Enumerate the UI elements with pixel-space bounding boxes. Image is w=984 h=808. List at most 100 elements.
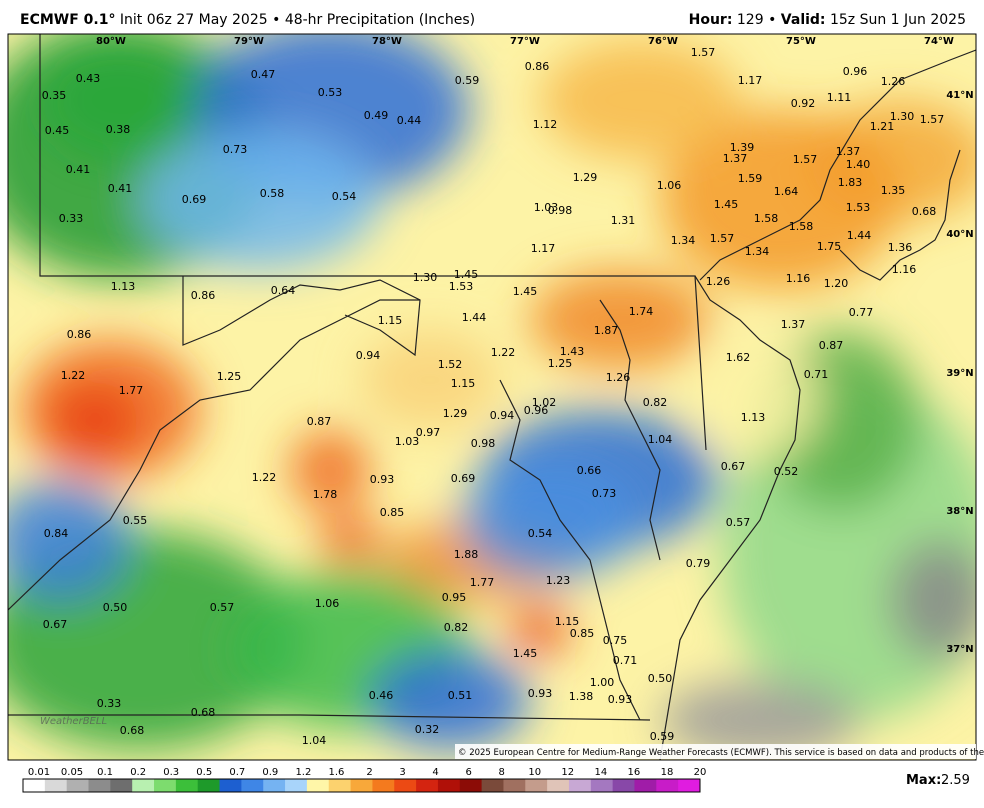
precip-value: 1.16 [786,272,811,285]
colorbar-cell [197,779,221,792]
colorbar-cell [437,779,461,792]
precip-value: 0.87 [819,339,844,352]
precip-value: 0.73 [223,143,248,156]
precip-value: 0.32 [415,723,440,736]
colorbar-cell [590,779,614,792]
precip-value: 0.69 [182,193,207,206]
colorbar-cell [372,779,395,792]
hour: 129 [736,12,764,28]
hour-label: Hour: [688,12,733,28]
precip-value: 0.59 [455,74,480,87]
legend-label: 8 [499,767,505,778]
colorbar-cell [656,779,679,792]
precip-value: 1.45 [714,198,739,211]
precip-value: 0.95 [442,591,467,604]
precip-value: 0.86 [67,328,92,341]
colorbar-cell [547,779,570,792]
precip-value: 0.47 [251,68,276,81]
precip-value: 1.26 [606,371,631,384]
colorbar-cell [132,779,155,792]
precip-value: 1.30 [890,110,915,123]
precip-value: 1.02 [532,396,557,409]
precip-value: 0.77 [849,306,874,319]
colorbar-cell [612,779,635,792]
precip-value: 0.33 [97,697,122,710]
legend-label: 14 [594,767,607,778]
precip-field [8,34,976,760]
precip-value: 0.53 [318,86,343,99]
latitude-label: 37°N [946,644,973,655]
longitude-label: 80°W [96,36,126,47]
precip-value: 1.12 [533,118,558,131]
precip-value: 0.85 [380,506,405,519]
legend-label: 0.9 [262,767,278,778]
precip-value: 1.25 [217,370,242,383]
precip-value: 1.62 [726,351,751,364]
precip-value: 0.87 [307,415,332,428]
precip-value: 0.50 [648,672,673,685]
precip-value: 0.57 [210,601,235,614]
precip-value: 0.79 [686,557,711,570]
max-value: 2.59 [941,773,970,788]
model: ECMWF 0.1° [20,12,116,28]
precip-value: 0.82 [444,621,469,634]
product: 48-hr Precipitation (Inches) [284,12,476,28]
precip-value: 0.58 [260,187,285,200]
colorbar-cell [634,779,657,792]
precip-value: 0.59 [650,730,675,743]
colorbar-frame [22,778,701,793]
legend-label: 18 [661,767,674,778]
precip-value: 0.35 [42,89,67,102]
precip-value: 0.97 [416,426,441,439]
precip-value: 1.16 [892,263,917,276]
colorbar-cell [154,779,177,792]
precip-value: 1.77 [119,384,144,397]
precip-value: 0.86 [525,60,550,73]
precip-value: 0.92 [791,97,816,110]
legend-label: 0.2 [130,767,146,778]
precip-value: 1.21 [870,120,895,133]
legend-label: 2 [366,767,372,778]
precip-value: 0.93 [608,693,633,706]
valid: 15z Sun 1 Jun 2025 [829,12,966,28]
precip-value: 1.87 [594,324,619,337]
precip-value: 1.13 [741,411,766,424]
precip-value: 1.11 [827,91,852,104]
precip-value: 1.59 [738,172,763,185]
precip-value: 1.36 [888,241,913,254]
precip-value: 1.38 [569,690,594,703]
precip-value: 0.57 [726,516,751,529]
precip-value: 0.98 [548,204,573,217]
precip-value: 0.71 [804,368,829,381]
longitude-label: 78°W [372,36,402,47]
precip-value: 0.73 [592,487,617,500]
precip-value: 0.86 [191,289,216,302]
legend-label: 16 [628,767,641,778]
colorbar-cell [568,779,592,792]
latitude-label: 38°N [946,506,973,517]
precip-value: 0.41 [108,182,133,195]
precip-value: 1.57 [710,232,735,245]
colorbar-cell [416,779,439,792]
precip-value: 0.66 [577,464,602,477]
colorbar-cell [241,779,264,792]
precip-value: 1.74 [629,305,654,318]
colorbar-cell [285,779,308,792]
precip-value: 1.26 [881,75,906,88]
legend-label: 20 [694,767,707,778]
latitude-label: 40°N [946,229,973,240]
precip-value: 1.20 [824,277,849,290]
precip-value: 1.58 [754,212,779,225]
precip-value: 0.85 [570,627,595,640]
precip-value: 1.17 [738,74,763,87]
precip-value: 1.31 [611,214,636,227]
precip-value: 1.44 [462,311,487,324]
legend-label: 0.01 [28,767,50,778]
precip-value: 0.43 [76,72,101,85]
precip-value: 1.06 [657,179,682,192]
precip-value: 0.71 [613,654,638,667]
precip-value: 1.75 [817,240,842,253]
precip-value: 1.88 [454,548,479,561]
colorbar-cell [459,779,483,792]
